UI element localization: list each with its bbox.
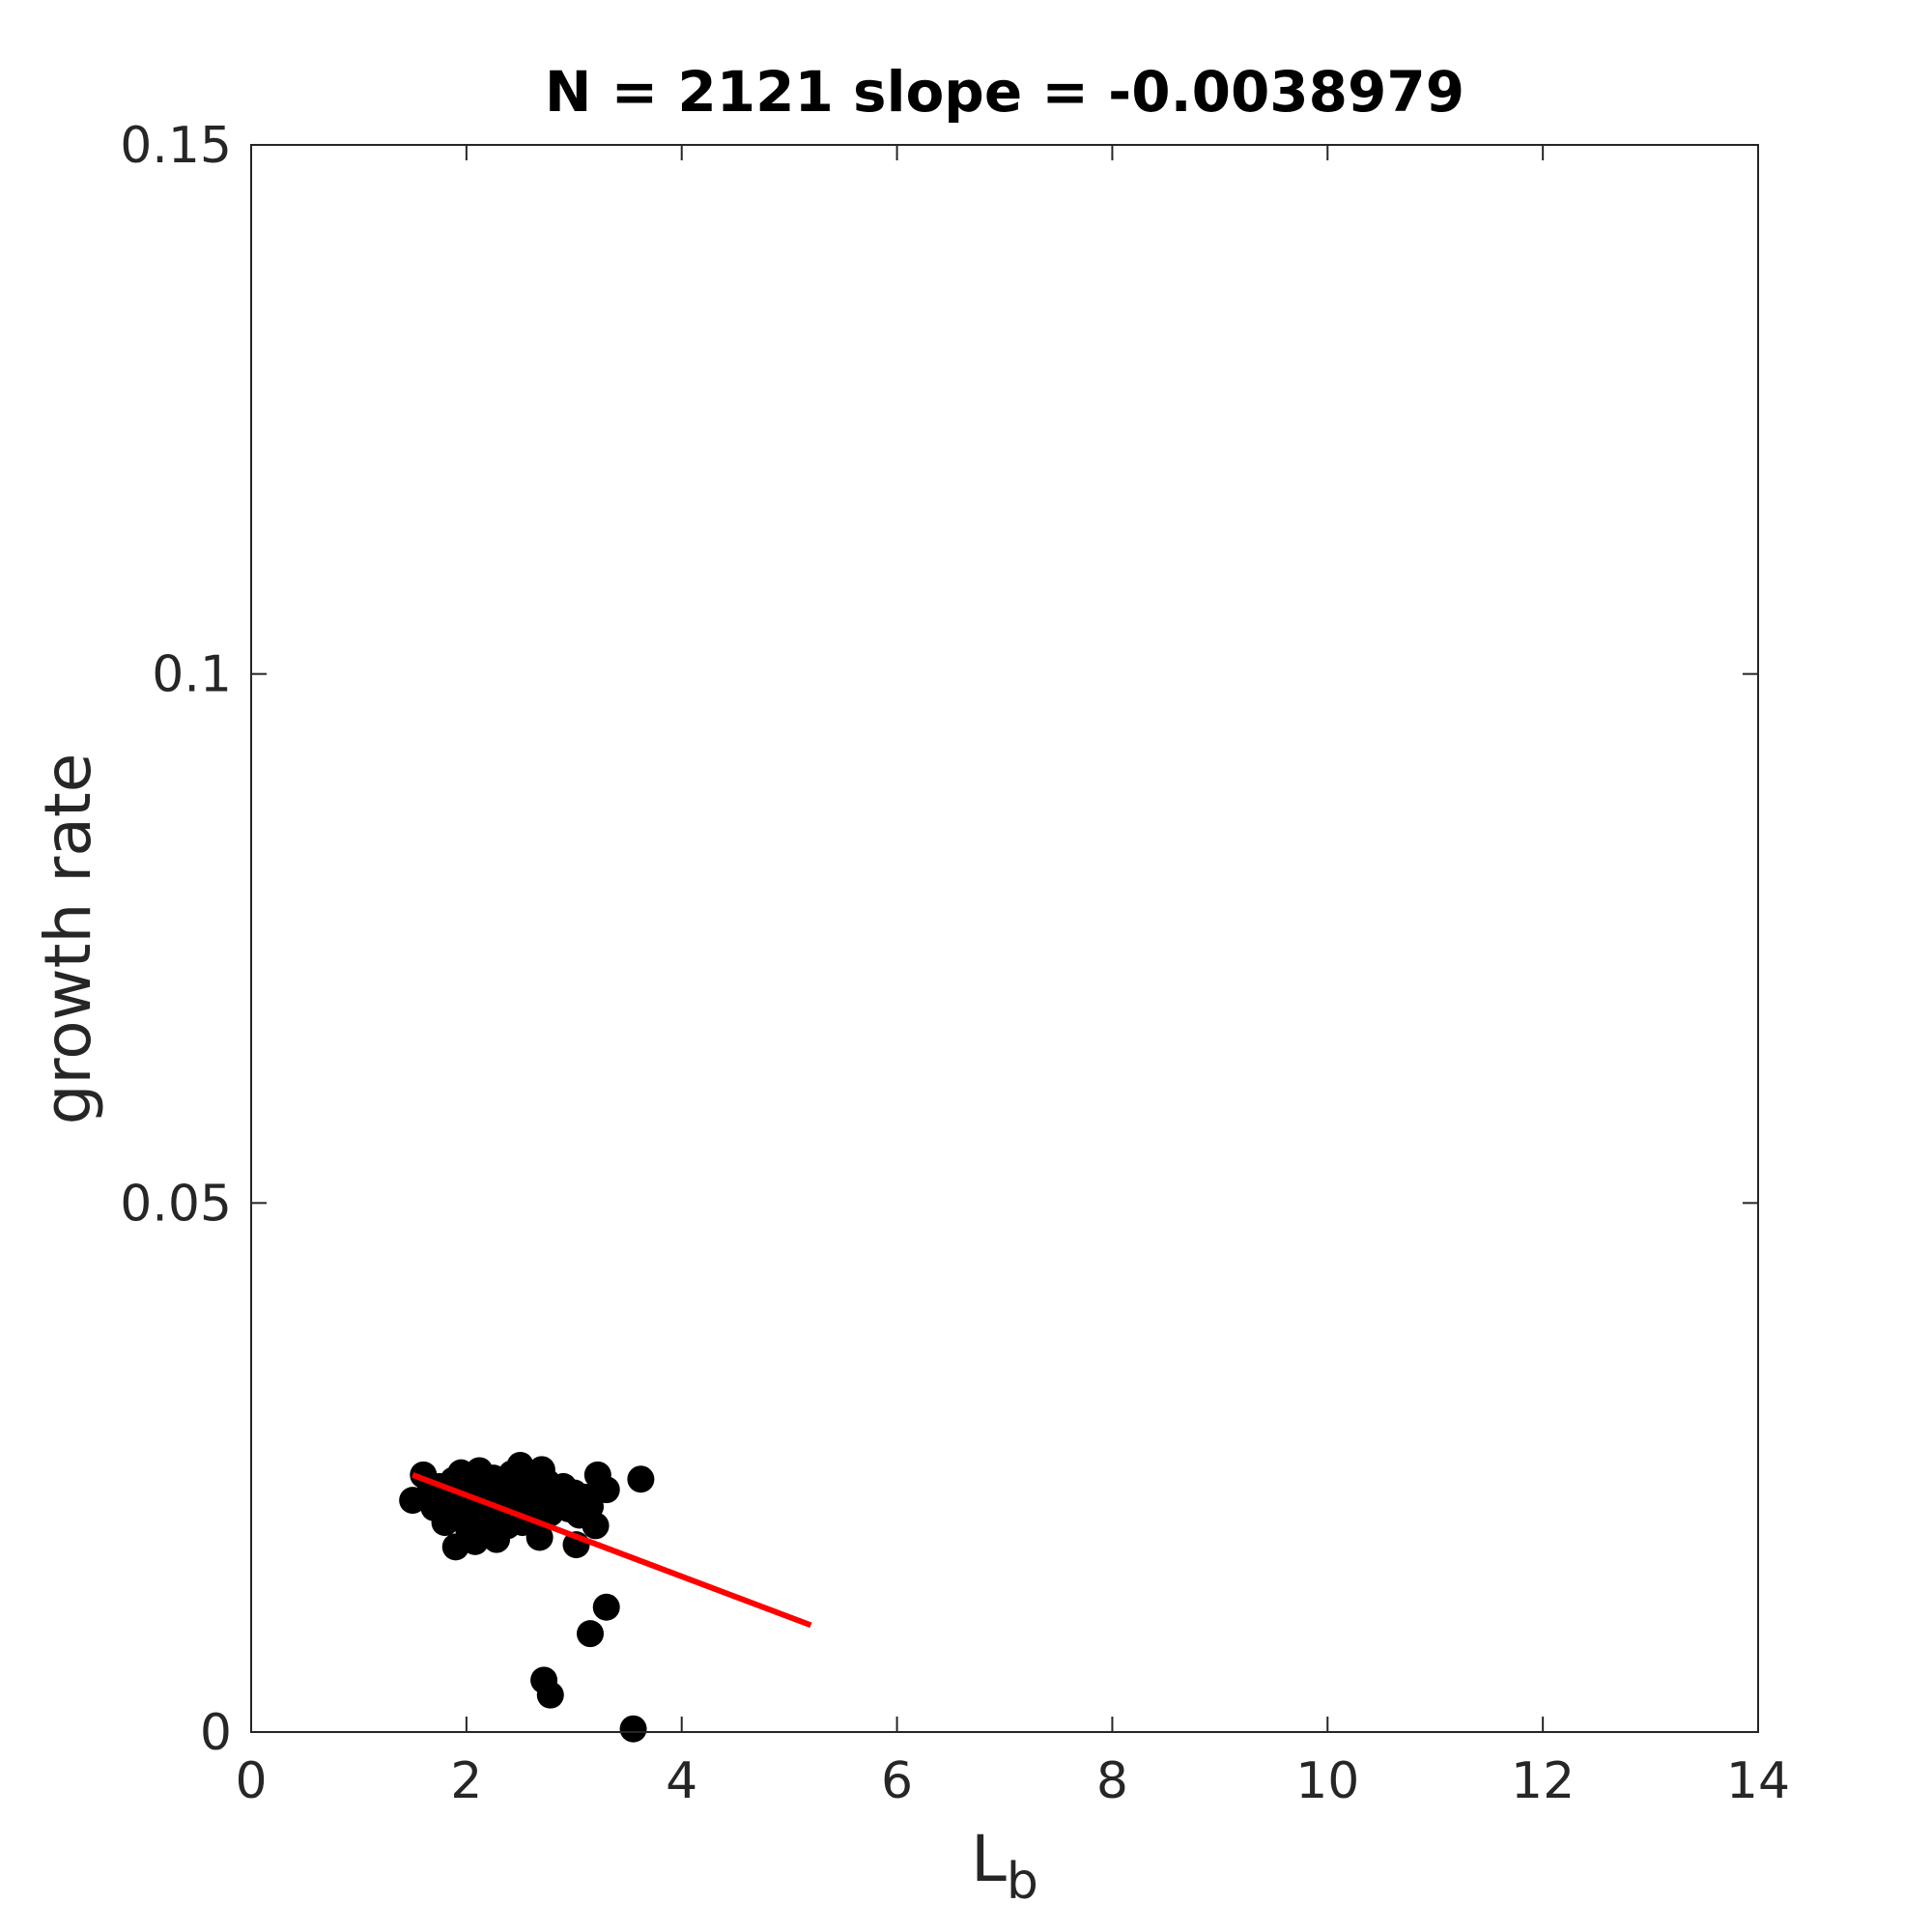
x-tick-label-5: 10 [1295,1752,1359,1810]
y-tick-label-3: 0.15 [120,117,232,175]
x-tick-label-3: 6 [881,1752,913,1810]
data-points [399,1451,655,1743]
x-tick-label-1: 2 [450,1752,482,1810]
x-axis-label: Lb [971,1822,1038,1911]
data-point-56 [627,1465,655,1493]
data-point-61 [619,1715,647,1743]
axis-ticks: 0 2 4 6 8 10 12 14 0 0.05 0.1 0.15 [120,117,1790,1810]
x-tick-label-0: 0 [235,1752,267,1810]
x-tick-label-7: 14 [1726,1752,1790,1810]
data-point-53 [582,1512,610,1540]
data-point-39 [526,1523,554,1551]
data-point-58 [577,1620,604,1648]
data-point-57 [592,1593,620,1621]
x-tick-label-6: 12 [1511,1752,1575,1810]
data-point-60 [536,1681,564,1709]
chart-title: N = 2121 slope = -0.0038979 [545,59,1464,125]
y-axis-label: growth rate [31,753,105,1125]
y-tick-label-0: 0 [200,1704,232,1762]
fit-line [412,1472,812,1629]
y-tick-label-1: 0.05 [120,1175,232,1233]
x-axis-label-main: L [971,1822,1007,1896]
plot-frame [250,144,1759,1733]
y-tick-label-2: 0.1 [152,646,232,704]
x-tick-label-4: 8 [1096,1752,1128,1810]
x-tick-label-2: 4 [666,1752,697,1810]
x-axis-label-subscript: b [1007,1853,1038,1911]
fit-line-layer [412,1472,812,1629]
data-point-55 [592,1476,620,1504]
